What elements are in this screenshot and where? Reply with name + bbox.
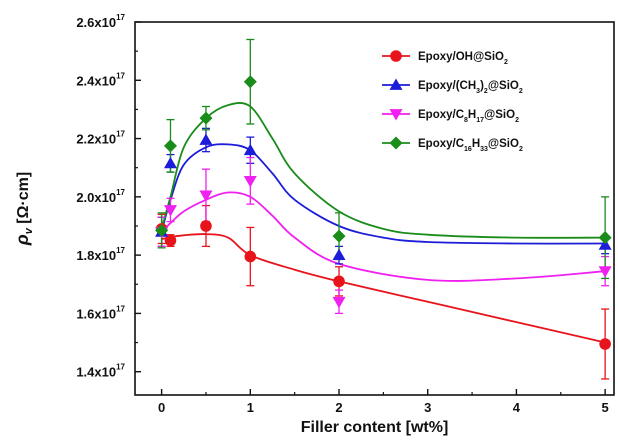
series-4-point	[163, 139, 177, 153]
series-4-point	[199, 111, 213, 125]
legend-text-part: )	[480, 80, 484, 92]
legend-text-part: 2	[519, 146, 523, 153]
series-2-point	[332, 248, 346, 260]
y-tick-label: 2.2x1017	[76, 130, 125, 147]
series-4-fit-curve	[160, 102, 606, 239]
legend-text-part: H	[468, 109, 476, 121]
x-tick-label: 2	[335, 400, 342, 415]
x-tick-label: 0	[158, 400, 165, 415]
y-tick-exponent: 17	[116, 363, 125, 372]
series-3-point	[332, 296, 346, 309]
series-4-point	[598, 231, 612, 245]
y-tick-exponent: 17	[116, 13, 125, 22]
series-3-point	[243, 175, 257, 188]
series-3-legend-marker	[389, 109, 403, 121]
series-4-point	[243, 75, 257, 89]
legend-text-part: Epoxy/(CH	[418, 80, 476, 92]
series-2-point	[243, 143, 257, 156]
series-1-point	[164, 234, 177, 247]
y-axis-symbol: ρ	[12, 234, 32, 246]
series-1-point	[599, 338, 611, 350]
x-tick-label: 4	[513, 400, 521, 415]
legend-text-part: @SiO	[484, 109, 515, 121]
series-2-legend-label: Epoxy/(CH3)2@SiO2	[418, 80, 523, 95]
series-2-point	[199, 133, 213, 145]
y-tick-exponent: 17	[116, 130, 125, 139]
series-1-point	[244, 250, 257, 263]
legend: Epoxy/OH@SiO2Epoxy/(CH3)2@SiO2Epoxy/C8H1…	[382, 50, 523, 153]
legend-text-part: 33	[480, 146, 488, 153]
y-tick-label: 2.4x1017	[76, 71, 125, 88]
legend-text-part: 2	[515, 117, 519, 124]
series-2-point	[163, 156, 177, 169]
y-axis-unit: [Ω·cm]	[15, 172, 32, 228]
y-tick-label: 1.6x1017	[76, 304, 125, 321]
legend-text-part: Epoxy/C	[418, 138, 464, 150]
legend-text-part: 2	[504, 59, 508, 66]
x-tick-label: 5	[602, 400, 609, 415]
data-markers	[155, 75, 612, 350]
legend-text-part: @SiO	[488, 80, 519, 92]
x-axis: 0 1 2 3 4 5	[158, 389, 609, 415]
y-tick-exponent: 17	[116, 71, 125, 80]
series-3-point	[598, 266, 612, 278]
series-3-point	[199, 190, 213, 202]
series-1-point	[333, 275, 345, 288]
series-1-legend-marker	[390, 50, 402, 62]
series-3-fit-curve	[160, 191, 606, 282]
series-3-legend-label: Epoxy/C8H17@SiO2	[418, 109, 519, 124]
y-tick-label: 1.4x1017	[76, 363, 125, 380]
series-4-legend-label: Epoxy/C16H33@SiO2	[418, 138, 523, 153]
series-4-point	[332, 229, 346, 243]
y-tick-exponent: 17	[116, 188, 125, 197]
legend-text-part: Epoxy/C	[418, 109, 464, 121]
series-1-fit-curve	[161, 233, 606, 344]
y-tick-label: 2.0x1017	[76, 188, 125, 205]
plot-border	[134, 21, 615, 396]
x-tick-label: 1	[247, 400, 254, 415]
series-3-point	[163, 205, 177, 217]
fit-curves	[160, 102, 606, 344]
legend-text-part: 16	[464, 146, 472, 153]
legend-text-part: H	[472, 138, 480, 150]
legend-text-part: 2	[484, 88, 488, 95]
y-tick-label: 2.6x1017	[76, 13, 125, 30]
series-4-legend-marker	[389, 136, 403, 150]
x-tick-label: 3	[424, 400, 431, 415]
plot-frame	[134, 21, 615, 396]
legend-text-part: 17	[476, 117, 484, 124]
y-axis-title: ρv [Ω·cm]	[12, 172, 35, 246]
y-axis-subscript: v	[23, 227, 35, 234]
series-2-fit-curve	[160, 143, 606, 245]
series-1-point	[200, 220, 212, 232]
y-axis: 1.4x1017 1.6x1017 1.8x1017 2.0x1017 2.2x1017…	[76, 13, 141, 380]
y-tick-exponent: 17	[116, 304, 125, 313]
legend-text-part: Epoxy/OH@SiO	[418, 51, 504, 63]
legend-text-part: @SiO	[488, 138, 519, 150]
legend-text-part: 8	[464, 117, 468, 124]
series-1-legend-label: Epoxy/OH@SiO2	[418, 51, 508, 66]
y-tick-exponent: 17	[116, 246, 125, 255]
legend-text-part: 2	[519, 88, 523, 95]
series-2-legend-marker	[389, 78, 403, 90]
legend-text-part: 3	[476, 88, 480, 95]
series-4-point	[155, 223, 169, 237]
y-tick-label: 1.8x1017	[76, 246, 125, 263]
x-axis-title: Filler content [wt%]	[301, 419, 449, 436]
